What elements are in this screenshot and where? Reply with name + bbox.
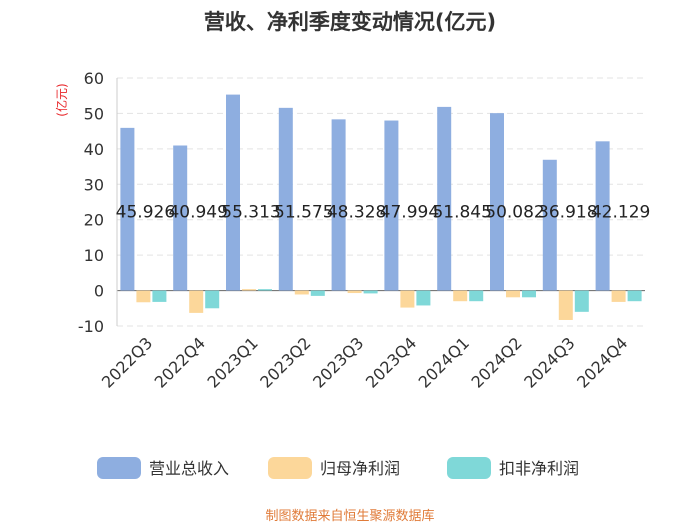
bar-series-3-2022Q3[interactable] [152,290,167,302]
data-label-2024Q2: 50.082 [485,203,544,223]
x-tick-label: 2023Q2 [256,333,314,391]
bar-series-1-2023Q4[interactable] [384,120,399,291]
y-axis-unit: (亿元) [54,83,69,116]
y-tick-label: 20 [84,211,104,230]
bar-series-1-2022Q4[interactable] [173,145,188,291]
bar-series-1-2023Q3[interactable] [331,119,346,291]
x-tick-label: 2023Q4 [362,333,420,391]
data-label-2024Q4: 42.129 [591,203,650,223]
bar-series-3-2023Q1[interactable] [258,289,272,291]
data-label-2023Q3: 48.328 [327,203,386,223]
y-tick-label: -10 [78,317,104,336]
y-tick-label: 60 [84,69,104,88]
bar-series-1-2024Q2[interactable] [490,113,504,291]
bars [120,94,642,320]
data-label-2022Q3: 45.926 [116,203,175,223]
legend-swatch [97,457,141,479]
x-tick-label: 2024Q2 [467,333,525,391]
legend-swatch [447,457,491,479]
bar-series-3-2024Q1[interactable] [469,290,484,302]
bar-series-2-2022Q3[interactable] [136,290,151,303]
data-labels: 45.92640.94955.31351.57548.32847.99451.8… [116,203,651,223]
source-note: 制图数据来自恒生聚源数据库 [265,508,434,524]
bar-series-1-2023Q2[interactable] [278,107,293,291]
data-label-2023Q2: 51.575 [274,203,333,223]
x-tick-label: 2023Q1 [203,333,261,391]
y-tick-label: 50 [84,104,104,123]
bar-series-2-2023Q2[interactable] [294,290,309,295]
legend-label: 归母净利润 [320,459,400,478]
x-tick-label: 2022Q3 [98,333,156,391]
bar-series-1-2024Q3[interactable] [542,159,557,291]
legend-label: 营业总收入 [149,459,229,478]
legend[interactable]: 营业总收入 归母净利润 扣非净利润 [97,457,579,479]
x-tick-label: 2024Q1 [415,333,473,391]
legend-item-3[interactable]: 扣非净利润 [447,457,579,479]
bar-series-1-2022Q3[interactable] [120,127,135,291]
chart-title: 营收、净利季度变动情况(亿元) [204,10,496,34]
bar-series-2-2023Q3[interactable] [347,290,362,294]
gridlines [117,77,645,327]
y-tick-label: 40 [84,140,104,159]
bar-series-2-2022Q4[interactable] [189,290,204,313]
x-axis-ticks: 2022Q32022Q42023Q12023Q22023Q32023Q42024… [98,333,632,391]
bar-series-3-2023Q3[interactable] [363,290,378,294]
y-tick-label: 10 [84,246,104,265]
bar-series-2-2024Q2[interactable] [506,290,520,298]
data-label-2023Q4: 47.994 [380,203,439,223]
data-label-2024Q1: 51.845 [432,203,491,223]
data-label-2022Q4: 40.949 [168,203,227,223]
x-tick-label: 2022Q4 [151,333,209,391]
legend-item-1[interactable]: 营业总收入 [97,457,229,479]
data-label-2024Q3: 36.918 [538,203,597,223]
bar-series-2-2023Q1[interactable] [242,289,256,291]
data-label-2023Q1: 55.313 [221,203,280,223]
bar-series-3-2022Q4[interactable] [205,290,220,309]
bar-series-2-2024Q3[interactable] [558,290,573,320]
x-tick-label: 2024Q3 [520,333,578,391]
bar-series-3-2023Q4[interactable] [416,290,431,306]
bar-series-2-2023Q4[interactable] [400,290,415,308]
legend-item-2[interactable]: 归母净利润 [268,457,400,479]
y-tick-label: 0 [94,282,104,301]
bar-series-2-2024Q4[interactable] [611,290,626,302]
bar-series-1-2023Q1[interactable] [226,94,240,291]
bar-series-3-2024Q4[interactable] [627,290,642,302]
x-tick-label: 2024Q4 [573,333,631,391]
legend-swatch [268,457,312,479]
bar-series-3-2024Q2[interactable] [522,290,536,298]
bar-series-1-2024Q1[interactable] [437,106,452,291]
bar-series-1-2024Q4[interactable] [595,141,610,291]
bar-series-3-2024Q3[interactable] [574,290,589,312]
y-axis-ticks: 60 50 40 30 20 10 0 -10 [78,69,118,336]
x-tick-label: 2023Q3 [309,333,367,391]
bar-series-3-2023Q2[interactable] [310,290,325,296]
y-tick-label: 30 [84,175,104,194]
legend-label: 扣非净利润 [499,459,579,478]
bar-series-2-2024Q1[interactable] [453,290,468,302]
